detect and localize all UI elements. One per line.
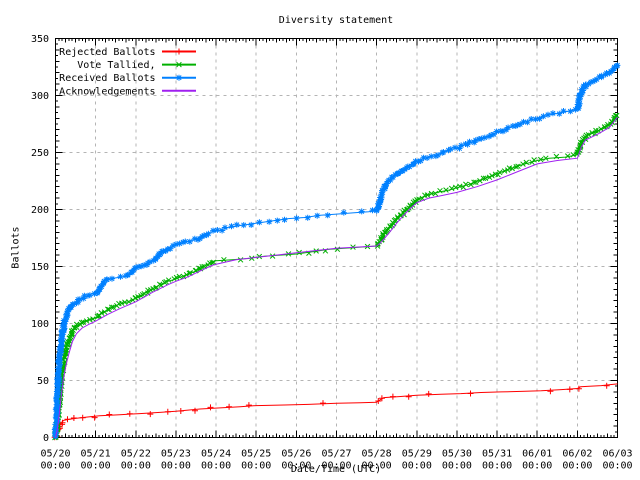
legend-label-acknowledgements: Acknowledgements [59,86,155,97]
y-tick-label: 50 [37,376,49,387]
legend-marker-received-ballots [176,74,182,81]
x-tick-date: 05/25 [241,449,271,460]
y-tick-label: 100 [31,319,49,330]
x-tick-time: 00:00 [402,461,432,472]
series-line-acknowledgements [55,116,618,438]
x-tick-date: 05/30 [442,449,472,460]
x-tick-time: 00:00 [522,461,552,472]
legend-label-vote-tallied: Vote Tallied, [77,60,155,71]
x-tick-date: 06/03 [602,449,632,460]
legend-label-rejected-ballots: Rejected Ballots [59,47,155,58]
x-tick-time: 00:00 [241,461,271,472]
legend-label-received-ballots: Received Ballots [59,73,155,84]
x-tick-date: 05/29 [402,449,432,460]
x-tick-date: 05/24 [201,449,231,460]
x-tick-date: 06/01 [522,449,552,460]
x-axis-label: Date/Time (UTC) [290,464,382,475]
x-tick-date: 05/21 [81,449,111,460]
x-tick-time: 00:00 [40,461,70,472]
y-tick-label: 350 [31,34,49,45]
x-tick-time: 00:00 [161,461,191,472]
grid-lines [55,38,618,438]
y-tick-label: 250 [31,148,49,159]
y-tick-label: 0 [43,433,49,444]
chart-title: Diversity statement [278,15,394,26]
x-tick-date: 05/20 [40,449,70,460]
x-tick-time: 00:00 [121,461,151,472]
x-tick-time: 00:00 [201,461,231,472]
x-tick-date: 05/31 [482,449,512,460]
x-tick-time: 00:00 [362,461,392,472]
x-tick-date: 05/28 [362,449,392,460]
x-tick-time: 00:00 [482,461,512,472]
x-tick-date: 05/23 [161,449,191,460]
y-tick-label: 200 [31,205,49,216]
legend-marker-rejected-ballots [176,48,182,55]
x-tick-time: 00:00 [442,461,472,472]
y-axis-label: Ballots [10,226,22,269]
x-tick-time: 00:00 [602,461,632,472]
x-tick-time: 00:00 [321,461,351,472]
legend-marker-vote-tallied [176,61,182,68]
x-tick-date: 06/02 [562,449,592,460]
axis-tick-marks [55,38,618,438]
x-tick-time: 00:00 [81,461,111,472]
x-tick-time: 00:00 [281,461,311,472]
x-tick-time: 00:00 [562,461,592,472]
x-tick-date: 05/26 [281,449,311,460]
y-tick-label: 300 [31,91,49,102]
plot-border [55,38,618,438]
x-tick-date: 05/27 [321,449,351,460]
x-tick-date: 05/22 [121,449,151,460]
y-tick-label: 150 [31,262,49,273]
